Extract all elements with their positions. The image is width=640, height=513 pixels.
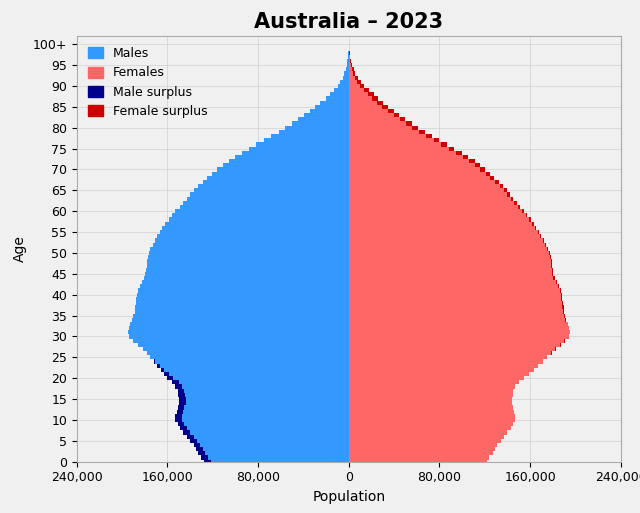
Legend: Males, Females, Male surplus, Female surplus: Males, Females, Male surplus, Female sur… xyxy=(83,42,212,123)
Y-axis label: Age: Age xyxy=(13,235,27,262)
X-axis label: Population: Population xyxy=(312,490,385,504)
Title: Australia – 2023: Australia – 2023 xyxy=(254,12,444,32)
